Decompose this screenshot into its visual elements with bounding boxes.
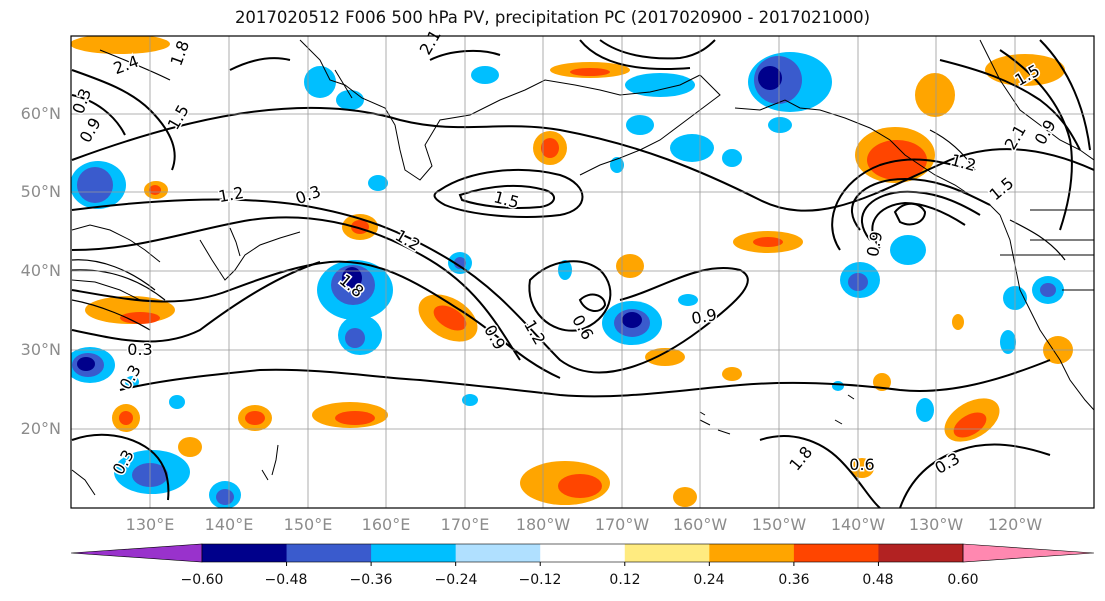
lon-label-120W: 120°W [987, 515, 1043, 534]
lon-label-170E: 170°E [440, 515, 490, 534]
contour-label: 0.3 [127, 340, 152, 359]
lon-label-170W: 170°W [594, 515, 650, 534]
lon-label-140W: 140°W [830, 515, 886, 534]
lat-label-20N: 20°N [20, 419, 61, 438]
colorbar-label: −0.60 [180, 572, 224, 588]
colorbar-label: 0.12 [609, 572, 641, 588]
contour-label: 0.9 [863, 230, 886, 258]
contour-label: 1.2 [217, 183, 245, 206]
colorbar-label: 0.48 [862, 572, 894, 588]
lon-label-160E: 160°E [361, 515, 411, 534]
colorbar-label: −0.48 [264, 572, 308, 588]
contour-label: 2.1 [416, 26, 445, 58]
lat-label-30N: 30°N [20, 340, 61, 359]
contour-label: 1.8 [785, 443, 816, 475]
contour-label: 0.3 [69, 86, 96, 116]
colorbar-label: 0.24 [693, 572, 725, 588]
colorbar-label: 0.36 [778, 572, 810, 588]
colorbar-segment [624, 544, 710, 562]
contour-label: 2.4 [111, 52, 141, 79]
colorbar-outline [201, 543, 964, 563]
lat-label-40N: 40°N [20, 261, 61, 280]
lon-label-130E: 130°E [125, 515, 175, 534]
contour-label: 1.8 [167, 38, 194, 68]
contour-label: 0.6 [849, 455, 874, 474]
lon-label-150E: 150°E [283, 515, 333, 534]
colorbar-segment [709, 544, 795, 562]
colorbar-label: −0.12 [518, 572, 562, 588]
contour-label: 1.2 [949, 150, 979, 175]
colorbar-segment [286, 544, 372, 562]
colorbar-segment [202, 544, 288, 562]
contour-label: 0.6 [568, 311, 597, 343]
colorbar-label: −0.36 [349, 572, 393, 588]
colorbar-segment [455, 544, 541, 562]
lon-label-130W: 130°W [908, 515, 964, 534]
colorbar-ticks [286, 562, 879, 566]
contour-label: 0.9 [76, 114, 105, 146]
graticule [71, 36, 1094, 508]
lon-label-140E: 140°E [204, 515, 254, 534]
map-frame [70, 35, 1095, 509]
precip-negative-shading [71, 52, 1064, 508]
colorbar-segment [371, 544, 457, 562]
colorbar-segment [793, 544, 879, 562]
colorbar-extend-min [70, 543, 203, 563]
colorbar-extend-max [962, 543, 1095, 563]
contour-label: 1.5 [986, 173, 1018, 204]
contour-label: 0.3 [116, 361, 145, 393]
lon-label-150W: 150°W [751, 515, 807, 534]
colorbar-label: 0.60 [947, 572, 979, 588]
colorbar-label: −0.24 [434, 572, 478, 588]
contour-label: 0.3 [293, 182, 323, 209]
contour-label: 0.9 [690, 305, 718, 328]
lat-label-50N: 50°N [20, 182, 61, 201]
colorbar [70, 543, 1095, 563]
pv-contours-thin [71, 49, 1066, 331]
map-title: 2017020512 F006 500 hPa PV, precipitatio… [234, 8, 871, 27]
lat-label-60N: 60°N [20, 104, 61, 123]
lon-label-180W: 180°W [515, 515, 571, 534]
colorbar-segment [878, 544, 964, 562]
colorbar-segment [540, 544, 626, 562]
lon-label-160W: 160°W [672, 515, 728, 534]
contour-label: 1.2 [392, 226, 424, 255]
contour-label: 1.5 [492, 187, 522, 212]
